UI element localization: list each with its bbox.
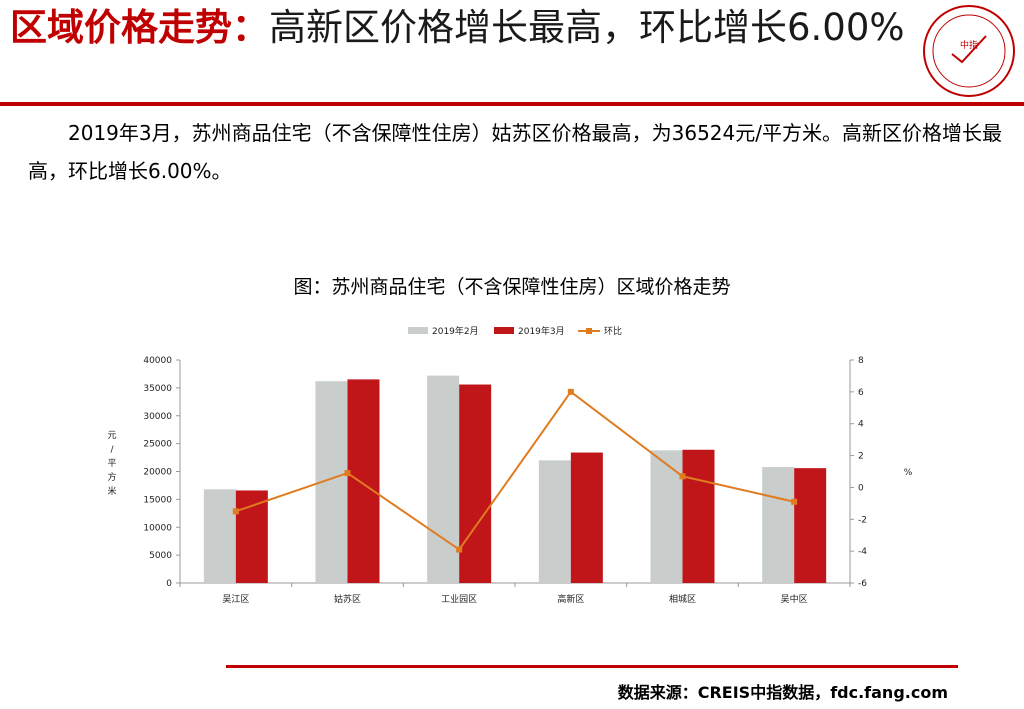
mom-point xyxy=(456,546,463,553)
y-left-tick-label: 40000 xyxy=(143,356,172,366)
x-tick-label: 工业园区 xyxy=(441,594,477,605)
title-rule xyxy=(0,102,1024,106)
y-left-tick-label: 20000 xyxy=(143,468,172,478)
bar-mar xyxy=(570,452,603,583)
legend-swatch xyxy=(408,327,428,334)
bar-feb xyxy=(650,450,683,583)
title-highlight: 区域价格走势： xyxy=(10,6,269,49)
bar-feb xyxy=(762,467,795,583)
bar-feb xyxy=(427,375,460,583)
y-axis-label-char: 米 xyxy=(107,485,116,497)
legend-label: 环比 xyxy=(604,325,622,337)
mom-point xyxy=(567,388,574,395)
mom-point xyxy=(232,508,239,515)
china-index-academy-logo: 中指 xyxy=(923,5,1015,97)
y-axis-label-char: 平 xyxy=(107,458,116,469)
bar-mar xyxy=(794,468,827,583)
x-tick-label: 高新区 xyxy=(557,593,584,605)
x-tick-label: 吴江区 xyxy=(222,594,249,605)
y-axis-label-char: 方 xyxy=(107,471,116,483)
y-right-tick-label: -2 xyxy=(858,515,867,525)
x-tick-label: 吴中区 xyxy=(781,593,808,605)
legend-marker xyxy=(586,328,592,334)
y-right-tick-label: 2 xyxy=(858,452,864,462)
y-left-tick-label: 25000 xyxy=(143,440,172,450)
summary-paragraph: 2019年3月，苏州商品住宅（不含保障性住房）姑苏区价格最高，为36524元/平… xyxy=(28,121,1002,183)
page-title: 区域价格走势：高新区价格增长最高，环比增长6.00% xyxy=(10,6,910,50)
legend-label: 2019年2月 xyxy=(432,325,479,337)
chart-title: 图：苏州商品住宅（不含保障性住房）区域价格走势 xyxy=(293,276,731,298)
y-left-tick-label: 0 xyxy=(166,579,172,589)
y-left-tick-label: 35000 xyxy=(143,384,172,394)
bar-feb xyxy=(203,489,236,583)
legend-label: 2019年3月 xyxy=(518,325,565,337)
y-left-tick-label: 10000 xyxy=(143,523,172,533)
mom-point xyxy=(344,470,351,477)
legend-swatch xyxy=(494,327,514,334)
bar-mar xyxy=(682,449,715,583)
y-right-tick-label: 0 xyxy=(858,483,864,493)
y-right-tick-label: 8 xyxy=(858,356,864,366)
y-axis-label-char: 元 xyxy=(107,431,116,441)
x-tick-label: 姑苏区 xyxy=(334,593,361,605)
bar-feb xyxy=(538,460,571,583)
y-right-tick-label: 6 xyxy=(858,388,864,398)
mom-point xyxy=(679,473,686,480)
x-tick-label: 相城区 xyxy=(669,593,696,605)
y-left-tick-label: 5000 xyxy=(149,551,172,561)
y-right-tick-label: -6 xyxy=(858,579,867,589)
price-trend-chart: 0 5000 10000 15000 20000 25000 30000 35000 40000… xyxy=(107,325,913,605)
bar-mar xyxy=(459,384,492,583)
data-source: 数据来源：CREIS中指数据，fdc.fang.com xyxy=(617,683,948,702)
y2-axis-label: % xyxy=(904,468,913,478)
logo-center-text: 中指 xyxy=(960,39,978,51)
bottom-rule xyxy=(226,665,958,668)
y-left-tick-label: 30000 xyxy=(143,412,172,422)
y-right-tick-label: -4 xyxy=(858,547,867,557)
mom-line xyxy=(235,390,795,551)
y-left-tick-label: 15000 xyxy=(143,495,172,505)
title-rest: 高新区价格增长最高，环比增长6.00% xyxy=(269,6,905,49)
y-right-tick-label: 4 xyxy=(858,420,864,430)
bar-mar xyxy=(347,379,380,583)
y-axis-label-char: / xyxy=(110,445,114,455)
bar-mar xyxy=(235,490,268,583)
mom-point xyxy=(791,498,798,505)
